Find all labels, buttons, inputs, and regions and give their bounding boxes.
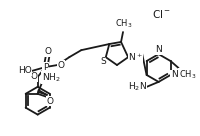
Text: O: O xyxy=(46,97,53,106)
Text: N$^+$: N$^+$ xyxy=(128,51,143,63)
Text: Cl$^-$: Cl$^-$ xyxy=(152,8,171,21)
Text: CH$_3$: CH$_3$ xyxy=(115,18,133,30)
Text: HO: HO xyxy=(18,67,32,75)
Text: CH$_3$: CH$_3$ xyxy=(179,68,196,81)
Text: N: N xyxy=(155,45,162,54)
Text: N: N xyxy=(171,70,177,79)
Text: H$_2$N: H$_2$N xyxy=(128,81,147,93)
Text: O: O xyxy=(31,72,38,81)
Text: P: P xyxy=(43,63,48,72)
Text: O: O xyxy=(44,47,51,56)
Text: S: S xyxy=(100,57,106,66)
Text: NH$_2$: NH$_2$ xyxy=(42,71,60,84)
Text: O: O xyxy=(57,61,64,69)
